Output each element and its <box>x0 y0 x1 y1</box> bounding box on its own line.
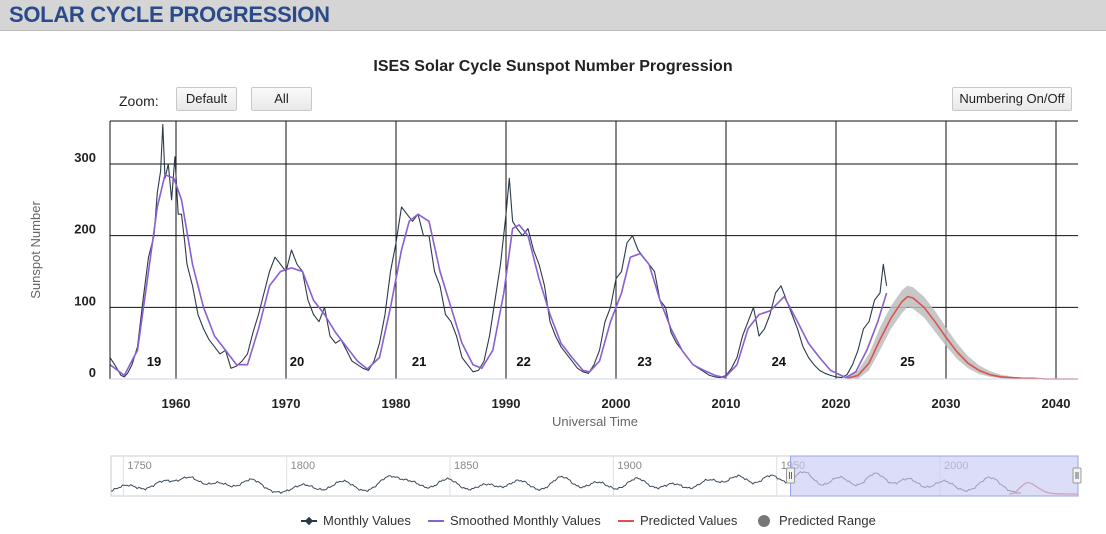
cycle-label: 21 <box>412 354 426 369</box>
x-tick-label: 1970 <box>272 396 301 411</box>
cycle-label: 25 <box>900 354 914 369</box>
predicted-range-band <box>847 285 1078 379</box>
x-tick-label: 2030 <box>932 396 961 411</box>
legend-label-smoothed: Smoothed Monthly Values <box>450 513 601 528</box>
y-tick-label: 300 <box>74 150 96 165</box>
cycle-label: 24 <box>772 354 787 369</box>
chart-legend: Monthly Values Smoothed Monthly Values P… <box>0 513 1106 531</box>
y-tick-label: 0 <box>89 365 96 380</box>
navigator-right-handle[interactable] <box>1072 467 1082 484</box>
x-tick-label: 2040 <box>1042 396 1071 411</box>
x-axis-label: Universal Time <box>552 414 638 429</box>
legend-label-range: Predicted Range <box>779 513 876 528</box>
x-tick-label: 1980 <box>382 396 411 411</box>
legend-item-smoothed[interactable]: Smoothed Monthly Values <box>428 513 601 528</box>
zoom-default-button[interactable]: Default <box>176 87 237 111</box>
y-axis-label: Sunspot Number <box>28 201 43 299</box>
navigator-left-handle[interactable] <box>786 467 796 484</box>
navigator-tick-label: 1850 <box>454 460 478 472</box>
cycle-label: 19 <box>147 354 161 369</box>
chart-title: ISES Solar Cycle Sunspot Number Progress… <box>373 58 733 75</box>
legend-item-range[interactable]: Predicted Range <box>757 513 876 528</box>
cycle-label: 23 <box>637 354 651 369</box>
navigator-selection <box>790 455 1079 497</box>
cycle-label: 20 <box>290 354 304 369</box>
legend-label-predicted: Predicted Values <box>640 513 738 528</box>
x-tick-label: 2020 <box>822 396 851 411</box>
legend-item-monthly[interactable]: Monthly Values <box>301 513 411 528</box>
predicted-values-line <box>846 295 1078 380</box>
y-tick-label: 100 <box>74 293 96 308</box>
header-bar: SOLAR CYCLE PROGRESSION <box>0 0 1106 31</box>
navigator-tick-label: 1800 <box>291 460 315 472</box>
zoom-label: Zoom: <box>119 93 159 109</box>
numbering-toggle-button[interactable]: Numbering On/Off <box>952 87 1072 111</box>
x-tick-label: 2000 <box>602 396 631 411</box>
smoothed-values-line <box>109 174 888 379</box>
page-title: SOLAR CYCLE PROGRESSION <box>9 2 330 27</box>
range-navigator[interactable]: 175018001850190019502000 <box>110 455 1082 497</box>
x-tick-label: 1960 <box>162 396 191 411</box>
navigator-tick-label: 1900 <box>617 460 641 472</box>
navigator-tick-label: 1750 <box>127 460 151 472</box>
monthly-values-line <box>109 124 888 379</box>
legend-item-predicted[interactable]: Predicted Values <box>618 513 737 528</box>
x-tick-label: 2010 <box>712 396 741 411</box>
cycle-label: 22 <box>516 354 530 369</box>
legend-label-monthly: Monthly Values <box>323 513 411 528</box>
x-tick-label: 1990 <box>492 396 521 411</box>
y-tick-label: 200 <box>74 222 96 237</box>
zoom-all-button[interactable]: All <box>251 87 312 111</box>
